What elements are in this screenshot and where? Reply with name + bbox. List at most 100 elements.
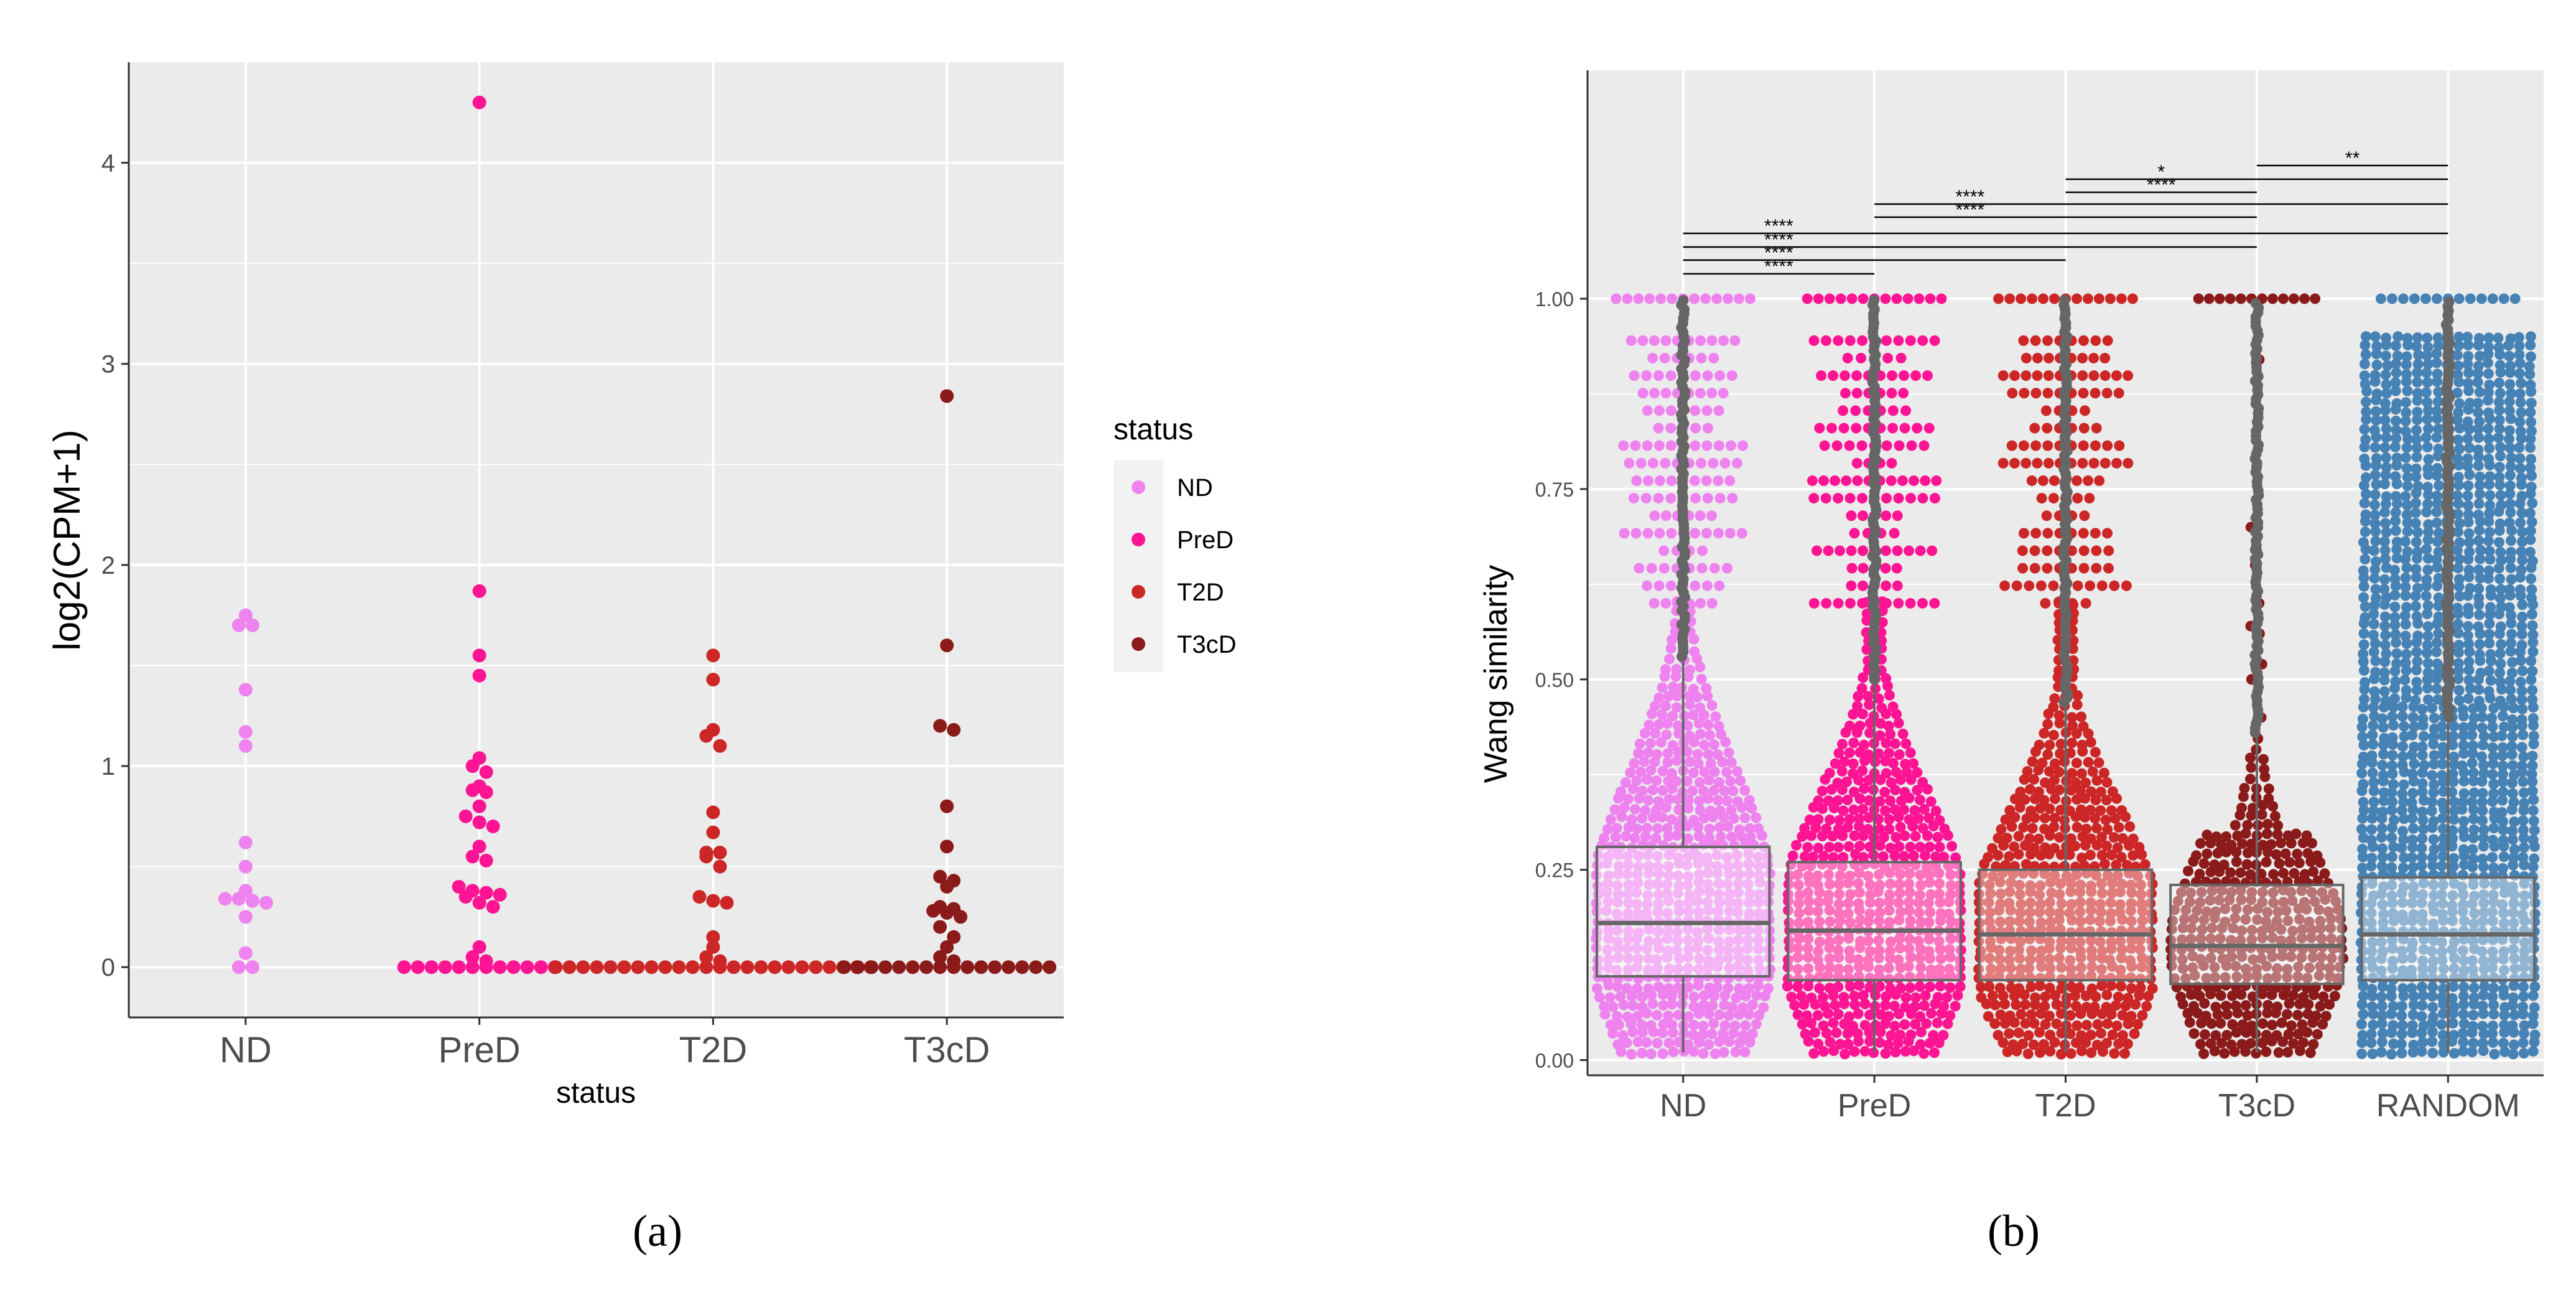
point-t2d: [754, 960, 768, 975]
point-random: [2410, 695, 2421, 706]
point-t2d: [2004, 916, 2016, 927]
point-t2d: [2141, 1001, 2152, 1012]
point-random: [2477, 1037, 2488, 1049]
point-pred: [1853, 1008, 1864, 1019]
point-t2d: [2004, 851, 2015, 862]
point-pred: [1802, 293, 1813, 304]
point-t3cd: [2219, 1048, 2230, 1059]
point-t3cd: [2294, 1045, 2305, 1057]
point-random: [2426, 805, 2437, 816]
point-random: [2437, 770, 2448, 781]
point-pred: [1895, 869, 1906, 880]
point-random: [2452, 490, 2463, 501]
point-pred: [1806, 993, 1817, 1004]
point-random: [2509, 953, 2520, 964]
point-pred: [1833, 493, 1844, 504]
point-nd: [238, 859, 253, 874]
point-t3cd: [2299, 293, 2310, 304]
point-random: [2421, 543, 2432, 554]
point-t2d: [699, 960, 714, 975]
point-t2d: [2056, 898, 2067, 909]
point-nd: [1701, 528, 1713, 539]
point-random: [2516, 742, 2527, 753]
point-t2d: [2076, 1045, 2087, 1057]
point-random: [2516, 640, 2527, 651]
point-random: [2369, 499, 2380, 510]
point-t3cd: [2203, 293, 2215, 304]
point-random: [2453, 340, 2464, 351]
point-random: [2380, 369, 2391, 380]
point-random: [2367, 1048, 2378, 1059]
point-random: [2495, 593, 2506, 604]
point-random: [2381, 332, 2392, 344]
point-pred: [1945, 982, 1956, 993]
point-pred: [1933, 889, 1945, 900]
point-random: [2431, 357, 2442, 368]
point-random: [2519, 946, 2530, 957]
point-t2d: [2018, 440, 2029, 451]
point-random: [2483, 516, 2495, 527]
point-t2d: [2085, 580, 2096, 591]
point-random: [2391, 536, 2402, 548]
point-random: [2369, 424, 2380, 436]
point-t2d: [2093, 757, 2104, 769]
point-nd: [1714, 805, 1726, 816]
point-nd: [1621, 983, 1632, 994]
point-t2d: [2075, 916, 2086, 927]
point-random: [2418, 944, 2429, 955]
point-t2d: [2075, 946, 2086, 957]
point-nd: [238, 910, 253, 924]
point-random: [2360, 612, 2371, 623]
point-t2d: [2023, 1030, 2034, 1041]
point-pred: [465, 960, 480, 975]
point-t2d: [2042, 749, 2053, 760]
point-nd: [1693, 963, 1704, 975]
point-t2d: [2065, 747, 2076, 759]
point-random: [2396, 871, 2407, 882]
point-nd: [1724, 889, 1735, 900]
point-pred: [1851, 457, 1862, 469]
point-t2d: [2042, 440, 2053, 451]
point-t3cd: [2178, 914, 2190, 925]
point-random: [2477, 788, 2488, 799]
point-pred: [1808, 1048, 1820, 1059]
point-pred: [1858, 739, 1869, 750]
point-pred: [1849, 1046, 1860, 1057]
point-random: [2477, 1021, 2488, 1032]
point-nd: [1708, 352, 1719, 363]
point-pred: [1897, 728, 1909, 739]
point-random: [2463, 675, 2475, 686]
point-random: [2361, 406, 2372, 418]
point-random: [2411, 676, 2422, 688]
point-t2d: [2126, 983, 2137, 994]
point-pred: [1843, 908, 1854, 919]
point-nd: [1751, 1019, 1762, 1030]
point-nd: [1617, 1030, 1629, 1041]
point-random: [2494, 472, 2505, 483]
box-t2d: [1978, 702, 2154, 1053]
point-t3cd: [2247, 803, 2258, 814]
point-t2d: [2004, 1010, 2016, 1021]
point-nd: [1610, 831, 1621, 843]
point-t3cd: [947, 930, 961, 944]
point-t2d: [2127, 833, 2139, 844]
point-pred: [1934, 878, 1945, 889]
point-random: [2473, 583, 2485, 594]
point-random: [2366, 853, 2378, 864]
point-t2d: [795, 960, 809, 975]
outliers-pred: [1867, 294, 1882, 685]
point-pred: [1886, 777, 1897, 788]
point-nd: [1683, 1039, 1694, 1050]
point-pred: [1899, 370, 1910, 381]
point-random: [2407, 842, 2418, 853]
point-random: [2467, 757, 2478, 769]
point-t2d: [2071, 699, 2083, 711]
point-random: [2386, 935, 2397, 946]
comparison-label: ****: [1955, 200, 1984, 220]
point-nd: [1726, 831, 1737, 843]
point-random: [2371, 341, 2383, 352]
point-random: [2427, 1011, 2439, 1022]
point-t2d: [2127, 293, 2138, 304]
point-t3cd: [2221, 1009, 2233, 1020]
point-random: [2448, 1048, 2460, 1059]
